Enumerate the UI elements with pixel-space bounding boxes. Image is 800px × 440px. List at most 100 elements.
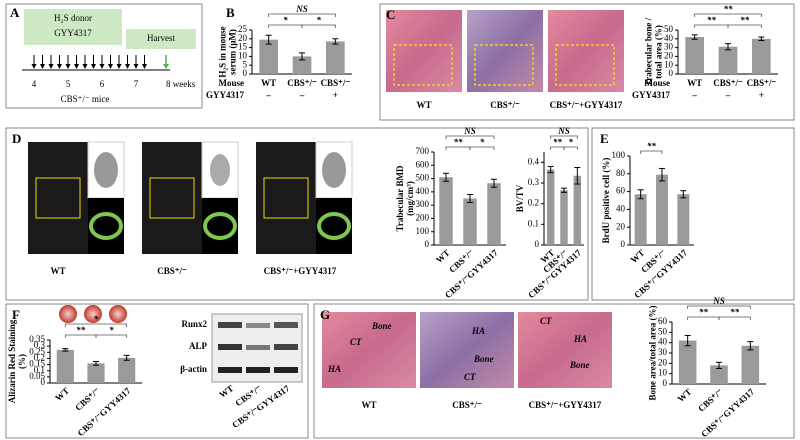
treatment-mark: + — [759, 90, 764, 100]
x-tick-label: CBS⁺/⁻ — [696, 386, 725, 413]
stain-well — [84, 305, 102, 323]
y-tick-label: 25 — [238, 24, 248, 34]
arrow-head — [99, 64, 105, 69]
y-tick-label: 40 — [658, 337, 668, 347]
image-caption: CBS⁺/⁻+GYY4317 — [529, 400, 602, 410]
y-tick-label: 0.05 — [29, 371, 45, 381]
image-label: CT — [464, 372, 476, 382]
image-caption: WT — [50, 266, 65, 276]
bar — [118, 357, 136, 383]
arrows — [31, 55, 169, 69]
y-tick-label: 50 — [658, 326, 668, 336]
y-tick-label: 0 — [663, 378, 668, 388]
y-tick-label: 80 — [616, 168, 626, 178]
significance-bracket — [550, 135, 578, 139]
significance-bracket — [687, 305, 751, 309]
histology-image — [467, 10, 543, 92]
x-tick-label: CBS⁺/⁻GYY4317 — [699, 386, 756, 439]
y-tick-label: 0 — [669, 68, 674, 78]
arrow-head — [133, 64, 139, 69]
y-axis-label: Trabecular BMD — [395, 165, 405, 231]
arrow-head — [163, 64, 169, 69]
bar — [487, 183, 501, 245]
roi-box — [393, 44, 453, 86]
y-axis-label: (mg/cm³) — [405, 181, 415, 216]
y-tick-label: 5 — [243, 59, 248, 69]
y-tick-label: 0.35 — [29, 334, 45, 344]
significance-bracket — [640, 150, 663, 154]
week-label: 8 weeks — [166, 79, 196, 89]
arrow-head — [142, 64, 147, 69]
significance-bracket — [469, 146, 495, 150]
y-tick-label: 20 — [238, 33, 248, 43]
arrow-head — [31, 64, 37, 69]
y-tick-label: 0 — [243, 68, 248, 78]
week-label: 5 — [66, 79, 71, 89]
week-label: 6 — [100, 79, 105, 89]
bar — [87, 363, 105, 383]
blot-row-label: Runx2 — [181, 319, 207, 329]
y-tick-label: 30 — [658, 347, 668, 357]
x-tick-label: WT — [687, 78, 702, 88]
y-tick-label: 0 — [425, 239, 430, 249]
y-tick-label: 100 — [416, 226, 430, 236]
y-tick-label: 40 — [664, 33, 674, 43]
row-label: GYY4317 — [632, 90, 670, 100]
y-tick-label: 10 — [238, 50, 248, 60]
row-label: Mouse — [219, 78, 245, 88]
arrow-head — [57, 64, 62, 69]
arrow-head — [125, 64, 130, 69]
panel-label: G — [320, 307, 330, 322]
bar — [752, 38, 771, 74]
x-tick-label: WT — [53, 386, 71, 403]
significance-label: ** — [724, 4, 734, 14]
x-tick-label: WT — [434, 248, 452, 265]
image-caption: CBS⁺/⁻+GYY4317 — [264, 266, 337, 276]
arrow-head — [91, 64, 96, 69]
significance-label: * — [283, 15, 288, 25]
image-caption: CBS⁺/⁻+GYY4317 — [550, 100, 623, 110]
harvest-label: Harvest — [147, 33, 175, 43]
image-label: HA — [471, 326, 485, 336]
significance-bracket — [694, 13, 762, 17]
histology-image — [518, 312, 612, 388]
panel-frame — [5, 127, 589, 301]
y-tick-label: 100 — [612, 150, 626, 160]
panel-frame — [313, 303, 795, 439]
panel-label: F — [12, 307, 20, 322]
significance-bracket — [563, 146, 578, 150]
y-tick-label: 300 — [416, 199, 430, 209]
y-axis-label: Trabecular bone / — [643, 17, 653, 86]
significance-label: NS — [295, 4, 308, 14]
treatment-mark: + — [333, 90, 338, 100]
x-tick-label: CBS⁺/⁻ — [747, 78, 777, 88]
bar — [326, 41, 345, 74]
bar — [678, 340, 697, 384]
panel-frame — [379, 3, 795, 121]
image-label: HA — [327, 364, 341, 374]
y-tick-label: 0.1 — [34, 365, 45, 375]
y-tick-label: 400 — [416, 186, 430, 196]
western-blot — [211, 313, 303, 383]
panel-label: A — [10, 5, 20, 20]
panel-label: D — [12, 131, 21, 146]
image-label: Bone — [569, 360, 590, 370]
panel-label: B — [226, 5, 235, 20]
x-tick-label: CBS⁺/⁻ — [321, 78, 351, 88]
x-tick-label: WT — [676, 387, 694, 404]
arrow-head — [40, 64, 45, 69]
y-tick-label: 0 — [535, 239, 540, 249]
y-tick-label: 0.4 — [528, 156, 540, 166]
blot-row-label: ALP — [189, 341, 208, 351]
bar — [685, 37, 704, 74]
significance-label: * — [316, 15, 321, 25]
y-tick-label: 0.15 — [29, 359, 45, 369]
row-label: GYY4317 — [206, 90, 244, 100]
week-label: 7 — [134, 79, 139, 89]
image-label: HA — [573, 334, 587, 344]
image-caption: CBS⁺/⁻ — [452, 400, 482, 410]
significance-label: ** — [699, 307, 709, 317]
row-label: Mouse — [645, 78, 671, 88]
histology-image — [322, 312, 416, 388]
